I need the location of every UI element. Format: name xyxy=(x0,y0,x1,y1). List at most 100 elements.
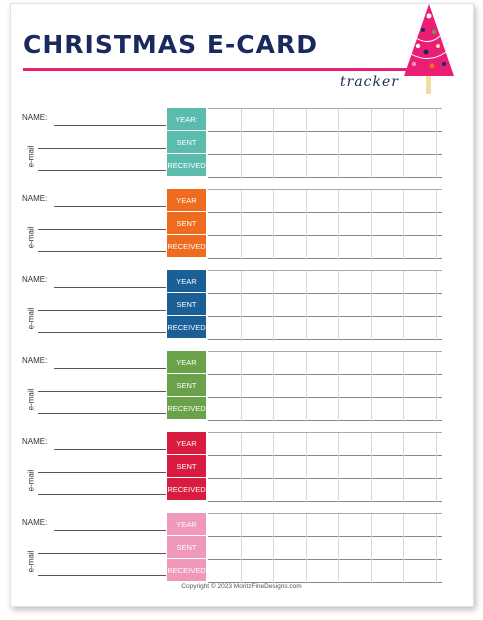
grid-column-line xyxy=(240,514,242,584)
sent-cell: SENT xyxy=(167,131,206,153)
grid-column-line xyxy=(273,109,274,179)
email-label: e-mail xyxy=(26,469,36,492)
email-field[interactable] xyxy=(38,251,166,252)
email-field[interactable] xyxy=(38,229,166,230)
received-cell: RECEIVED xyxy=(167,559,206,581)
grid-column-line xyxy=(240,190,242,260)
grid-column-line xyxy=(240,352,242,422)
grid-row-line xyxy=(208,420,442,421)
year-cell: YEAR xyxy=(167,270,206,292)
tracker-grid[interactable] xyxy=(208,513,442,584)
grid-column-line xyxy=(403,514,404,584)
title-underline xyxy=(23,68,431,71)
name-field[interactable] xyxy=(54,125,166,126)
grid-row-line xyxy=(208,131,442,132)
email-label: e-mail xyxy=(26,307,36,330)
email-field[interactable] xyxy=(38,170,166,171)
name-label: NAME: xyxy=(22,437,48,446)
grid-column-line xyxy=(370,433,372,503)
email-label: e-mail xyxy=(26,550,36,573)
grid-column-line xyxy=(338,271,339,341)
grid-column-line xyxy=(403,352,404,422)
tracker-grid[interactable] xyxy=(208,189,442,260)
year-cell: YEAR: xyxy=(167,108,206,130)
year-cell: YEAR xyxy=(167,513,206,535)
name-field[interactable] xyxy=(54,287,166,288)
grid-column-line xyxy=(338,514,339,584)
tracker-grid[interactable] xyxy=(208,351,442,422)
sent-cell: SENT xyxy=(167,374,206,396)
email-field[interactable] xyxy=(38,332,166,333)
grid-row-line xyxy=(208,559,442,560)
christmas-tree-icon xyxy=(404,4,454,94)
year-cell: YEAR xyxy=(167,432,206,454)
name-field[interactable] xyxy=(54,449,166,450)
received-cell: RECEIVED xyxy=(167,316,206,338)
sent-cell: SENT xyxy=(167,455,206,477)
grid-column-line xyxy=(305,433,307,503)
grid-row-line xyxy=(208,501,442,502)
name-label: NAME: xyxy=(22,275,48,284)
tracker-block: NAME: e-mail YEAR SENT RECEIVED xyxy=(22,513,442,589)
grid-column-line xyxy=(240,109,242,179)
email-field[interactable] xyxy=(38,575,166,576)
year-cell: YEAR xyxy=(167,351,206,373)
grid-column-line xyxy=(435,352,437,422)
grid-column-line xyxy=(435,433,437,503)
tracker-grid[interactable] xyxy=(208,108,442,179)
email-field[interactable] xyxy=(38,413,166,414)
sent-cell: SENT xyxy=(167,212,206,234)
grid-row-line xyxy=(208,258,442,259)
tracker-grid[interactable] xyxy=(208,270,442,341)
email-field[interactable] xyxy=(38,391,166,392)
page-subtitle: tracker xyxy=(340,74,399,90)
grid-row-line xyxy=(208,293,442,294)
grid-column-line xyxy=(305,271,307,341)
received-cell: RECEIVED xyxy=(167,154,206,176)
tracker-block: NAME: e-mail YEAR SENT RECEIVED xyxy=(22,189,442,265)
grid-column-line xyxy=(370,514,372,584)
email-label: e-mail xyxy=(26,226,36,249)
email-field[interactable] xyxy=(38,472,166,473)
grid-column-line xyxy=(338,109,339,179)
tracker-grid[interactable] xyxy=(208,432,442,503)
name-label: NAME: xyxy=(22,113,48,122)
grid-column-line xyxy=(273,271,274,341)
copyright-text: Copyright © 2023 MoritzFineDesigns.com xyxy=(181,583,302,590)
tracker-block: NAME: e-mail YEAR SENT RECEIVED xyxy=(22,432,442,508)
name-field[interactable] xyxy=(54,206,166,207)
grid-column-line xyxy=(403,433,404,503)
grid-column-line xyxy=(338,190,339,260)
grid-column-line xyxy=(370,190,372,260)
name-label: NAME: xyxy=(22,356,48,365)
sent-cell: SENT xyxy=(167,293,206,315)
name-field[interactable] xyxy=(54,368,166,369)
grid-row-line xyxy=(208,316,442,317)
sent-cell: SENT xyxy=(167,536,206,558)
name-field[interactable] xyxy=(54,530,166,531)
year-cell: YEAR xyxy=(167,189,206,211)
grid-column-line xyxy=(435,514,437,584)
tracker-block: NAME: e-mail YEAR: SENT RECEIVED xyxy=(22,108,442,184)
email-label: e-mail xyxy=(26,145,36,168)
grid-column-line xyxy=(305,190,307,260)
grid-row-line xyxy=(208,397,442,398)
email-field[interactable] xyxy=(38,553,166,554)
grid-column-line xyxy=(403,109,404,179)
page-title: CHRISTMAS E-CARD xyxy=(23,30,318,59)
received-cell: RECEIVED xyxy=(167,235,206,257)
email-field[interactable] xyxy=(38,148,166,149)
grid-row-line xyxy=(208,478,442,479)
grid-column-line xyxy=(273,514,274,584)
email-field[interactable] xyxy=(38,494,166,495)
grid-column-line xyxy=(370,352,372,422)
grid-column-line xyxy=(305,352,307,422)
tracker-block: NAME: e-mail YEAR SENT RECEIVED xyxy=(22,270,442,346)
grid-row-line xyxy=(208,339,442,340)
name-label: NAME: xyxy=(22,194,48,203)
email-field[interactable] xyxy=(38,310,166,311)
grid-column-line xyxy=(403,190,404,260)
grid-row-line xyxy=(208,212,442,213)
grid-column-line xyxy=(338,433,339,503)
grid-column-line xyxy=(273,352,274,422)
